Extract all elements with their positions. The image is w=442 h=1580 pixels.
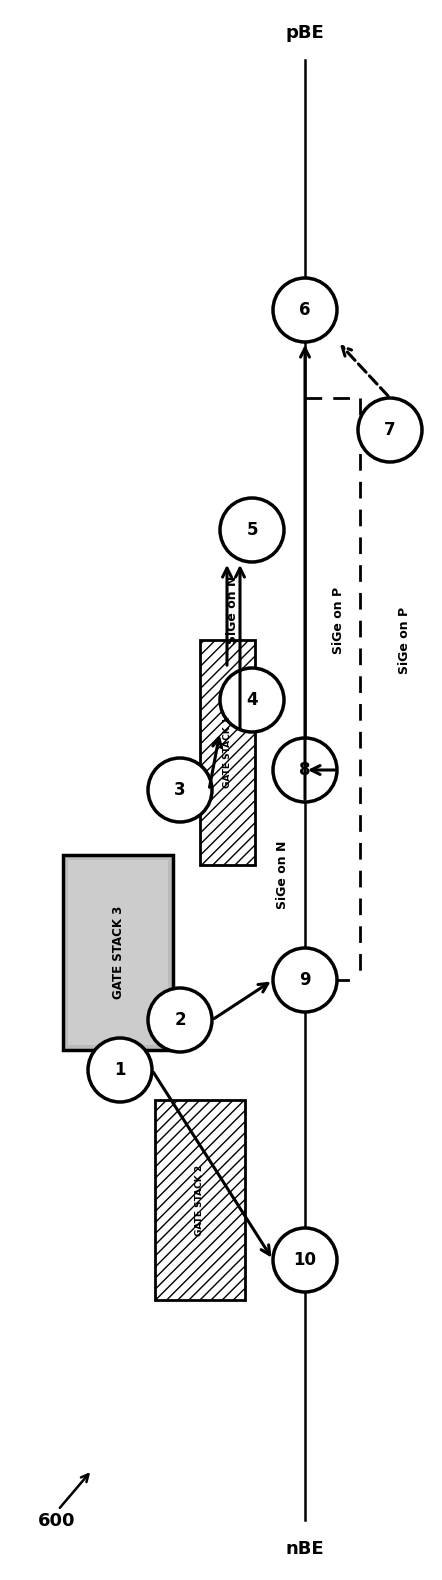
Circle shape — [148, 988, 212, 1052]
Circle shape — [220, 668, 284, 732]
Circle shape — [273, 738, 337, 803]
Circle shape — [273, 1228, 337, 1292]
Text: 4: 4 — [246, 690, 258, 709]
Text: GATE STACK 2: GATE STACK 2 — [195, 1164, 205, 1236]
Text: 9: 9 — [299, 972, 311, 989]
Bar — [68, 860, 168, 1044]
Circle shape — [220, 498, 284, 562]
Text: SiGe on N: SiGe on N — [275, 841, 289, 908]
Text: 600: 600 — [38, 1512, 76, 1529]
Text: SiGe on P: SiGe on P — [399, 607, 412, 673]
Bar — [63, 855, 173, 1051]
Text: 10: 10 — [293, 1251, 316, 1269]
Circle shape — [148, 758, 212, 822]
Circle shape — [358, 398, 422, 461]
Circle shape — [273, 278, 337, 341]
Text: pBE: pBE — [286, 24, 324, 43]
Bar — [155, 1100, 245, 1300]
Text: 6: 6 — [299, 302, 311, 319]
Text: 8: 8 — [299, 762, 311, 779]
Text: 2: 2 — [174, 1011, 186, 1029]
Text: 1: 1 — [114, 1062, 126, 1079]
Text: 3: 3 — [174, 781, 186, 799]
Text: nBE: nBE — [286, 1540, 324, 1558]
Text: 7: 7 — [384, 420, 396, 439]
Text: GATE STACK 3: GATE STACK 3 — [111, 905, 125, 999]
Circle shape — [273, 948, 337, 1013]
Text: SiGe on N: SiGe on N — [225, 575, 239, 645]
Text: 5: 5 — [246, 521, 258, 539]
Circle shape — [88, 1038, 152, 1101]
Bar — [200, 640, 255, 864]
Text: GATE STACK 1: GATE STACK 1 — [223, 717, 232, 788]
Text: SiGe on P: SiGe on P — [332, 586, 344, 654]
